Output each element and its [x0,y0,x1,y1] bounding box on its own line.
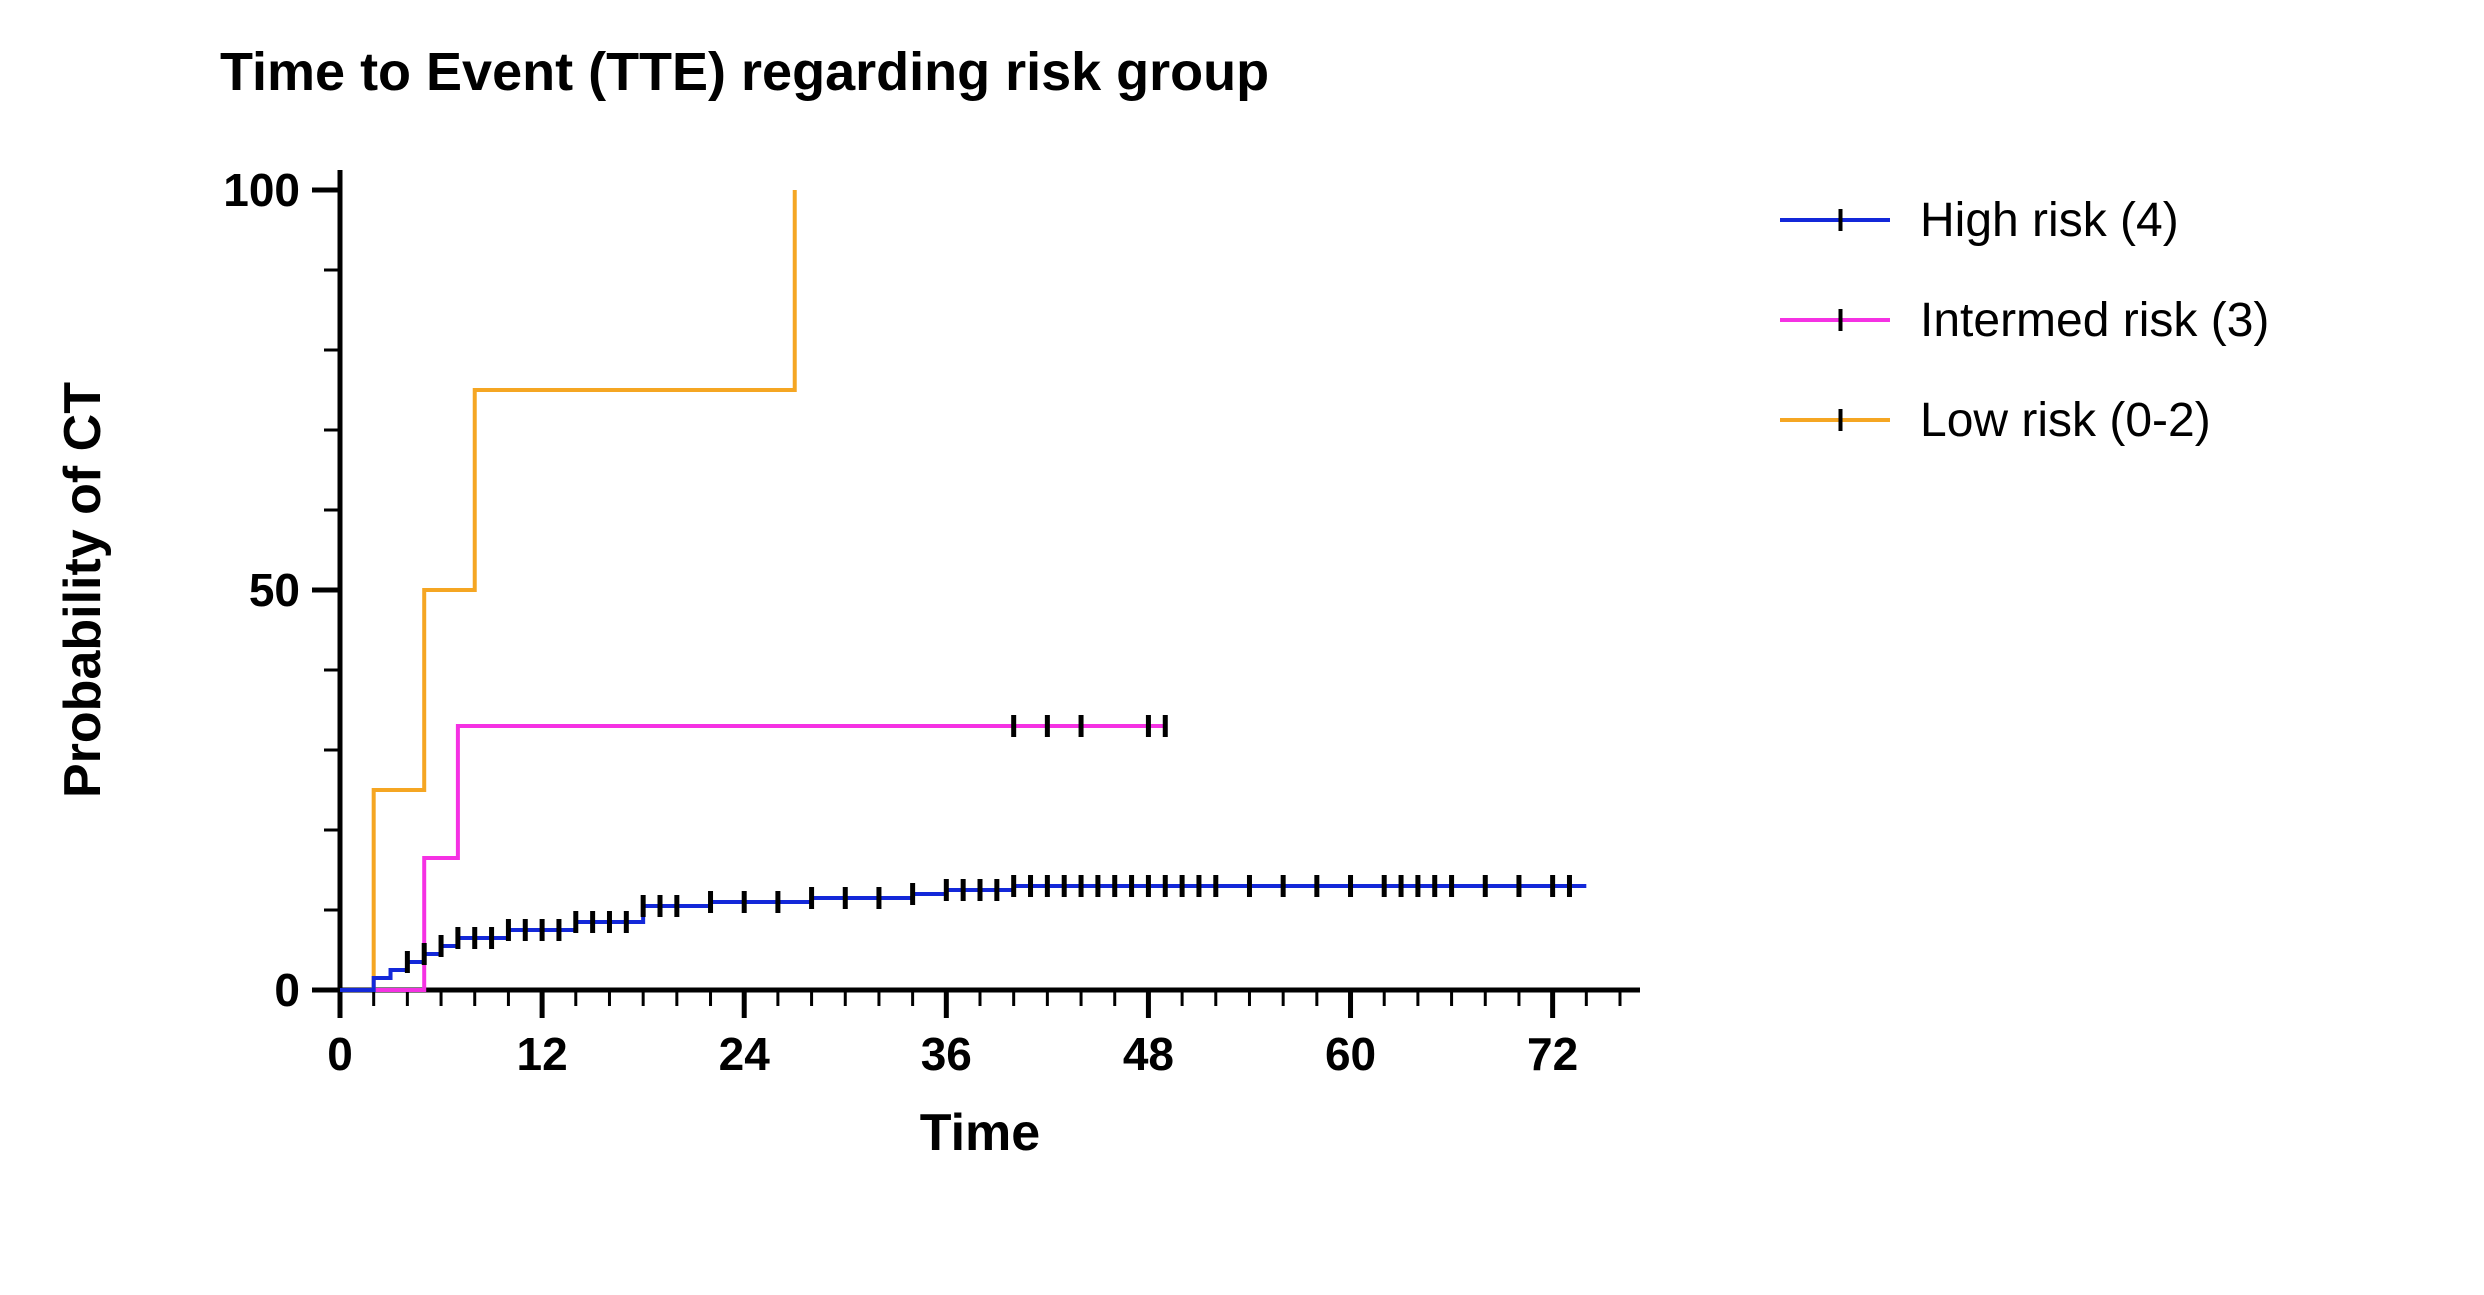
x-tick-label: 12 [517,1028,568,1080]
y-tick-label: 0 [274,964,300,1016]
legend-label: High risk (4) [1920,194,2179,247]
legend-label: Low risk (0-2) [1920,394,2211,447]
x-axis-label: Time [920,1104,1040,1162]
km-chart-svg: Time to Event (TTE) regarding risk group… [0,0,2484,1295]
y-tick-label: 50 [249,564,300,616]
x-tick-label: 24 [719,1028,771,1080]
x-tick-label: 36 [921,1028,972,1080]
legend-label: Intermed risk (3) [1920,294,2269,347]
chart-title: Time to Event (TTE) regarding risk group [220,42,1269,102]
chart-container: Time to Event (TTE) regarding risk group… [0,0,2484,1295]
x-tick-label: 60 [1325,1028,1376,1080]
x-tick-label: 48 [1123,1028,1174,1080]
y-axis-label: Probability of CT [54,382,112,798]
y-tick-label: 100 [223,164,300,216]
x-tick-label: 72 [1527,1028,1578,1080]
x-tick-label: 0 [327,1028,353,1080]
